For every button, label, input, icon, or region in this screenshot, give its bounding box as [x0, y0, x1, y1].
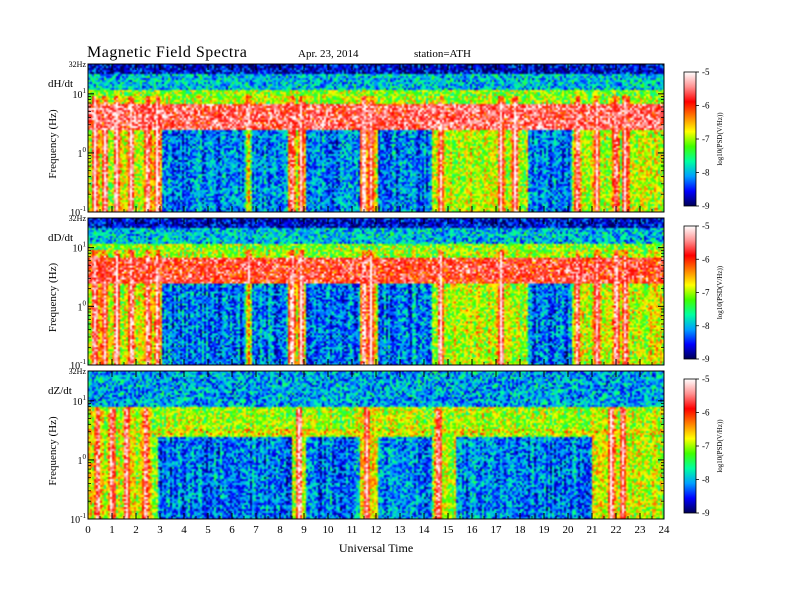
x-tick-label: 4	[181, 524, 187, 536]
y-axis-label: Frequency (Hz)	[47, 263, 59, 333]
colorbar-tick-label: -5	[702, 374, 710, 384]
y-tick-label: 32Hz	[69, 367, 87, 376]
y-tick-label: 10-1	[70, 512, 86, 526]
x-tick-label: 17	[491, 524, 503, 536]
x-tick-label: 20	[563, 524, 575, 536]
panel-label: dZ/dt	[48, 385, 72, 397]
station-label: station=ATH	[414, 48, 471, 60]
colorbar-tick-label: -6	[702, 408, 710, 418]
x-tick-label: 14	[419, 524, 431, 536]
x-tick-label: 6	[229, 524, 235, 536]
y-tick-label: 101	[73, 87, 87, 101]
colorbar-tick-label: -8	[702, 475, 710, 485]
x-tick-label: 11	[347, 524, 358, 536]
y-tick-label: 101	[73, 241, 87, 255]
chart-title: Magnetic Field Spectra	[87, 44, 248, 61]
colorbar-tick-label: -7	[702, 288, 710, 298]
colorbar-tick-label: -6	[702, 101, 710, 111]
x-tick-label: 16	[467, 524, 479, 536]
spectrogram-image	[88, 218, 664, 365]
x-tick-label: 13	[395, 524, 407, 536]
colorbar-tick-label: -5	[702, 221, 710, 231]
colorbar-label: log10(PSD(V/Hz))	[716, 419, 724, 473]
colorbar-tick-label: -8	[702, 321, 710, 331]
y-tick-label: 10	[78, 299, 87, 313]
colorbar-tick-label: -7	[702, 441, 710, 451]
colorbar-tick-label: -9	[702, 354, 710, 364]
spectrogram-image	[88, 64, 664, 212]
x-tick-label: 19	[539, 524, 551, 536]
colorbar-tick-label: -6	[702, 254, 710, 264]
colorbar-tick-label: -8	[702, 168, 710, 178]
y-axis-label: Frequency (Hz)	[47, 416, 59, 486]
colorbar-label: log10(PSD(V/Hz))	[716, 265, 724, 319]
x-axis-label: Universal Time	[339, 541, 413, 555]
x-tick-label: 0	[85, 524, 91, 536]
x-tick-label: 21	[587, 524, 598, 536]
colorbar	[683, 71, 697, 207]
y-tick-label: 32Hz	[69, 60, 87, 69]
y-axis-label: Frequency (Hz)	[47, 109, 59, 179]
y-tick-label: 10	[78, 146, 87, 160]
colorbar-tick-label: -9	[702, 201, 710, 211]
panel-label: dD/dt	[48, 232, 73, 244]
x-tick-label: 24	[659, 524, 671, 536]
x-tick-label: 15	[443, 524, 455, 536]
date-label: Apr. 23, 2014	[298, 48, 359, 60]
y-tick-label: 10-1	[70, 205, 86, 219]
x-tick-label: 3	[157, 524, 163, 536]
x-tick-label: 2	[133, 524, 139, 536]
x-tick-label: 18	[515, 524, 527, 536]
colorbar	[683, 225, 697, 360]
spectrogram-image	[88, 371, 664, 519]
x-tick-label: 8	[277, 524, 283, 536]
colorbar	[683, 378, 697, 514]
colorbar-tick-label: -7	[702, 134, 710, 144]
colorbar-tick-label: -5	[702, 67, 710, 77]
x-tick-label: 9	[301, 524, 307, 536]
colorbar-tick-label: -9	[702, 508, 710, 518]
y-tick-label: 101	[73, 394, 87, 408]
y-tick-label: 10-1	[70, 358, 86, 372]
x-tick-label: 12	[371, 524, 382, 536]
x-tick-label: 23	[635, 524, 647, 536]
x-tick-label: 1	[109, 524, 115, 536]
panel-label: dH/dt	[48, 78, 73, 90]
x-tick-label: 7	[253, 524, 259, 536]
x-tick-label: 10	[323, 524, 335, 536]
x-tick-label: 5	[205, 524, 211, 536]
colorbar-label: log10(PSD(V/Hz))	[716, 112, 724, 166]
y-tick-label: 32Hz	[69, 214, 87, 223]
y-tick-label: 10	[78, 453, 87, 467]
x-tick-label: 22	[611, 524, 622, 536]
